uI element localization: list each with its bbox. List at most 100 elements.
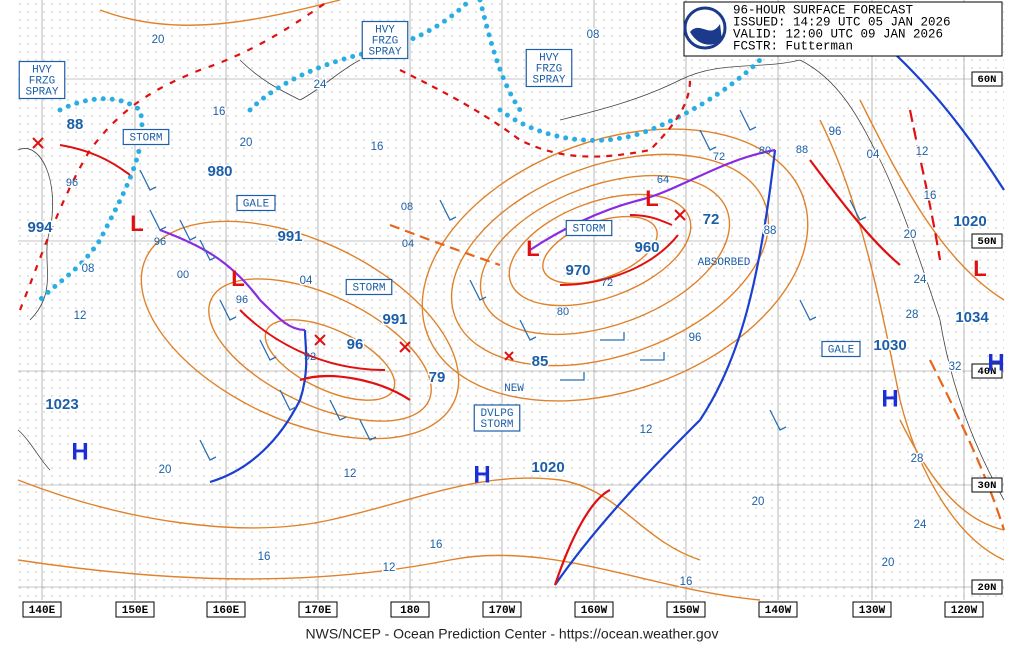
- isobar-label: 88: [764, 225, 777, 237]
- header-line: 96-HOUR SURFACE FORECAST: [733, 3, 914, 17]
- pressure-label: 1020: [953, 213, 986, 230]
- isobar-label: 16: [371, 141, 384, 153]
- isobar-label: 12: [344, 468, 357, 480]
- warning-text: STORM: [352, 282, 385, 294]
- header-line: VALID: 12:00 UTC 09 JAN 2026: [733, 27, 943, 41]
- warning-text: FRZG: [372, 35, 398, 47]
- warning-text: FRZG: [536, 63, 562, 75]
- pressure-label: 1020: [531, 459, 564, 476]
- warning-box: [821, 340, 861, 358]
- warning-text: HVY: [539, 52, 559, 64]
- warning-text: HVY: [32, 64, 52, 76]
- pressure-label: 79: [429, 369, 446, 386]
- warning-box: [565, 219, 613, 237]
- plain-label: NEW: [504, 383, 524, 395]
- isobar-label: 20: [882, 557, 895, 569]
- warning-box: [525, 48, 573, 88]
- latitude-label-box: [971, 71, 1003, 87]
- isobar-label: 20: [159, 464, 172, 476]
- longitude-label-box: [298, 601, 338, 618]
- isobars: [17, 0, 1005, 601]
- isobar-label: 24: [314, 79, 327, 91]
- latitude-label-box: [971, 477, 1003, 493]
- longitude-label-box: [574, 601, 614, 618]
- small-pressure-label: 80: [759, 145, 771, 157]
- isobar-label: 20: [904, 229, 917, 241]
- isobar-label: 96: [689, 332, 702, 344]
- warning-box: [122, 128, 170, 146]
- pressure-label: 970: [565, 262, 590, 279]
- isobar-label: 16: [430, 539, 443, 551]
- longitude-label-box: [758, 601, 798, 618]
- small-pressure-label: 96: [66, 177, 78, 189]
- warning-text: HVY: [375, 24, 395, 36]
- longitude-label: 180: [400, 605, 420, 617]
- longitude-label-box: [206, 601, 246, 618]
- isobar-label: 28: [906, 309, 919, 321]
- longitude-label-box: [115, 601, 155, 618]
- isobar-label: 24: [914, 274, 927, 286]
- small-pressure-label: 00: [177, 269, 189, 281]
- small-pressure-label: 08: [401, 201, 413, 213]
- isobar-label: 96: [829, 126, 842, 138]
- isobar-label: 04: [300, 275, 313, 287]
- small-pressure-label: 92: [304, 351, 316, 363]
- longitude-label-box: [944, 601, 984, 618]
- low-center: L: [231, 266, 244, 291]
- warning-box: [18, 60, 66, 100]
- pressure-label: 96: [347, 336, 364, 353]
- isobar-label: 20: [240, 137, 253, 149]
- small-pressure-label: 64: [657, 174, 669, 186]
- warning-box: [236, 194, 276, 212]
- longitude-label: 140E: [29, 605, 56, 617]
- pressure-label: 980: [207, 163, 232, 180]
- longitude-label-box: [666, 601, 706, 618]
- warning-text: GALE: [828, 344, 855, 356]
- latitude-label: 50N: [978, 236, 997, 248]
- warning-box: [361, 20, 409, 60]
- isobar-label: 28: [911, 453, 924, 465]
- longitude-label: 150W: [673, 605, 700, 617]
- header-line: FCSTR: Futterman: [733, 39, 853, 53]
- isobar-label: 16: [680, 576, 693, 588]
- header-background: [683, 1, 1003, 57]
- pressure-label: 88: [67, 116, 84, 133]
- longitude-label-box: [22, 601, 62, 618]
- isobar-label: 24: [914, 519, 927, 531]
- header-box: 96-HOUR SURFACE FORECAST ISSUED: 14:29 U…: [683, 1, 1003, 57]
- isobar-label: 20: [752, 496, 765, 508]
- pressure-label: 85: [532, 353, 549, 370]
- warning-text: STORM: [129, 132, 162, 144]
- warning-text: STORM: [480, 419, 513, 431]
- small-pressure-label: 96: [236, 294, 248, 306]
- warning-box: [345, 278, 393, 296]
- pressure-label: 991: [382, 311, 407, 328]
- warning-text: STORM: [572, 223, 605, 235]
- latitude-label-box: [971, 363, 1003, 379]
- small-pressure-label: 80: [557, 306, 569, 318]
- pressure-label: 1023: [45, 396, 78, 413]
- pressure-label: 960: [634, 239, 659, 256]
- latitude-label-box: [971, 579, 1003, 595]
- storm-tracks: [32, 137, 686, 371]
- wind-barbs: [139, 109, 867, 461]
- longitude-label: 120W: [951, 605, 978, 617]
- small-pressure-label: 72: [601, 277, 613, 289]
- longitude-label: 140W: [765, 605, 792, 617]
- latitude-label-box: [971, 233, 1003, 249]
- isobar-label: 08: [587, 29, 600, 41]
- latitude-label: 20N: [978, 582, 997, 594]
- longitude-label: 160E: [213, 605, 240, 617]
- high-center: H: [987, 349, 1004, 376]
- labels: 140E 150E 160E 170E 180 170W 160W 150W 140W 130W 1…: [18, 20, 1005, 618]
- isobar-label: 12: [383, 562, 396, 574]
- small-pressure-label: 04: [402, 238, 414, 250]
- small-pressure-label: 88: [796, 144, 808, 156]
- pressure-label: 1030: [873, 337, 906, 354]
- low-center: L: [526, 236, 539, 261]
- noaa-logo-bird: [690, 24, 722, 45]
- isobar-label: 12: [74, 310, 87, 322]
- pressure-label: 991: [277, 228, 302, 245]
- low-center: L: [130, 211, 143, 236]
